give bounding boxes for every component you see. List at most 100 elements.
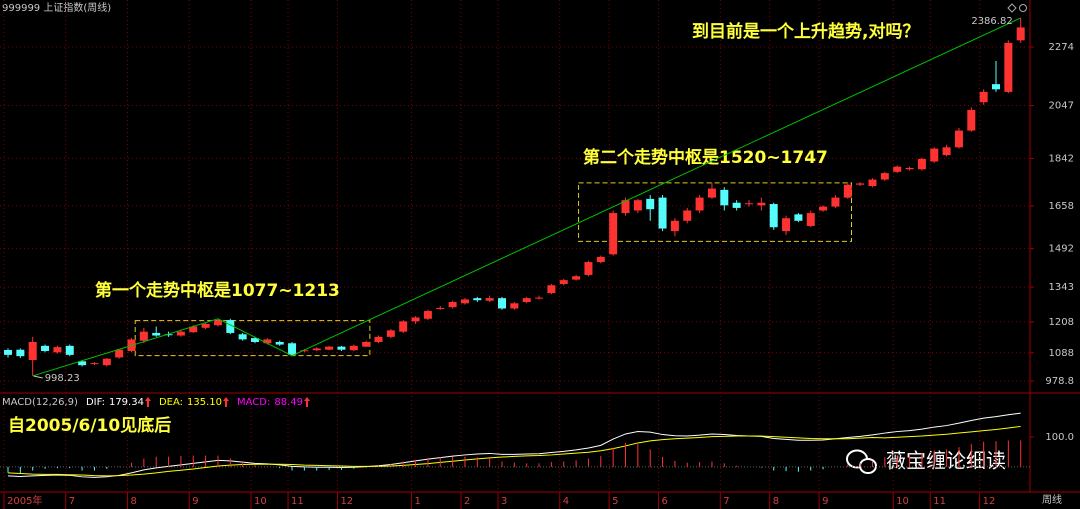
y-tick-label: 1492 xyxy=(1049,244,1074,255)
icon xyxy=(1007,3,1017,13)
candle-body xyxy=(460,299,469,304)
x-tick-label: 12 xyxy=(340,496,353,507)
candle-body xyxy=(139,331,148,341)
candle-body xyxy=(658,197,667,229)
candle-body xyxy=(288,343,297,355)
candle-body xyxy=(979,91,988,103)
candle-body xyxy=(992,84,1000,90)
y-tick-label: 1658 xyxy=(1049,201,1074,212)
candle-body xyxy=(201,323,210,328)
x-tick-label: 9 xyxy=(822,496,828,507)
candle-body xyxy=(300,350,309,352)
candle-body xyxy=(646,198,655,210)
x-tick-label: 6 xyxy=(662,496,668,507)
candle-body xyxy=(880,173,889,180)
candle-body xyxy=(831,197,840,207)
candle-body xyxy=(115,349,124,358)
candle-body xyxy=(757,202,766,206)
candle-body xyxy=(498,298,506,309)
candle-body xyxy=(843,184,852,198)
x-tick-label: 8 xyxy=(131,496,137,507)
candle-body xyxy=(1016,27,1025,41)
candle-body xyxy=(238,334,247,340)
candle-body xyxy=(1004,42,1013,92)
y-tick-label: 2274 xyxy=(1049,42,1074,53)
candle-body xyxy=(782,218,791,232)
candle-body xyxy=(337,346,346,350)
candle-body xyxy=(856,183,865,185)
chart-title: 999999 上证指数(周线) xyxy=(2,1,111,14)
candle-body xyxy=(485,298,494,301)
candle-body xyxy=(312,348,321,351)
candle-body xyxy=(213,320,222,326)
legend-arrow xyxy=(223,397,230,407)
macd-annotation: 自2005/6/10见底后 xyxy=(8,415,171,436)
zone-label: 第二个走势中枢是1520~1747 xyxy=(583,147,828,168)
candle-body xyxy=(670,220,679,232)
candle-body xyxy=(806,213,815,226)
legend-value: 135.10 xyxy=(187,397,222,408)
macd-line xyxy=(7,412,1021,478)
candle-body xyxy=(362,341,371,347)
y-tick-label: 1208 xyxy=(1049,317,1074,328)
legend-name: DEA: xyxy=(159,397,183,408)
candle-body xyxy=(769,204,778,228)
x-tick-label: 7 xyxy=(723,496,729,507)
candle-body xyxy=(251,338,259,342)
candle-body xyxy=(263,339,272,344)
candle-body xyxy=(683,210,692,221)
low-label: 998.23 xyxy=(45,373,80,384)
candle-body xyxy=(510,303,519,309)
corner-icons xyxy=(1007,3,1027,13)
candle-body xyxy=(905,167,914,170)
x-tick-label: 8 xyxy=(773,496,779,507)
candle-body xyxy=(942,147,951,156)
candle-body xyxy=(90,363,99,365)
candle-body xyxy=(102,358,111,366)
candle-body xyxy=(930,148,939,162)
candle-body xyxy=(16,349,25,357)
legend-arrow xyxy=(304,397,311,407)
watermark: 薇宝缠论细读 xyxy=(846,449,1006,474)
candle-body xyxy=(522,298,531,303)
wechat-icon xyxy=(859,458,877,474)
candle-body xyxy=(4,349,12,355)
legend-arrow xyxy=(144,397,151,407)
candle-body xyxy=(535,297,544,299)
candle-body xyxy=(596,256,605,263)
candle-body xyxy=(423,311,432,319)
pivot-zone xyxy=(578,182,853,242)
candle-body xyxy=(399,321,408,332)
candle-body xyxy=(411,317,420,322)
candle-body xyxy=(226,320,235,333)
candle-body xyxy=(275,341,284,345)
y-tick-label: 100.0 xyxy=(1045,432,1074,443)
candle-body xyxy=(325,346,334,350)
candle-body xyxy=(547,285,556,293)
watermark-text: 薇宝缠论细读 xyxy=(886,449,1006,473)
x-tick-label: 4 xyxy=(563,496,569,507)
candle-body xyxy=(448,302,457,308)
candle-body xyxy=(819,206,828,211)
candle-body xyxy=(794,214,803,221)
period-label: 周线 xyxy=(1042,493,1062,506)
candle-body xyxy=(745,203,753,205)
y-tick-label: 978.8 xyxy=(1045,376,1074,387)
candle-body xyxy=(707,188,716,198)
legend-name: DIF: xyxy=(86,397,105,408)
candle-body xyxy=(584,262,593,275)
x-tick-label: 11 xyxy=(291,496,304,507)
candle-body xyxy=(954,130,963,148)
candle-body xyxy=(176,331,185,336)
x-tick-label: 2 xyxy=(464,496,470,507)
candle-body xyxy=(695,197,704,211)
x-tick-label: 10 xyxy=(896,496,909,507)
x-tick-label: 9 xyxy=(192,496,198,507)
candle-body xyxy=(732,202,741,208)
pivot-zone xyxy=(134,320,371,357)
x-tick-label: 5 xyxy=(612,496,618,507)
y-tick-label: 2047 xyxy=(1049,101,1074,112)
y-tick-label: 1343 xyxy=(1049,282,1074,293)
macd-title: MACD(12,26,9) xyxy=(2,397,78,408)
